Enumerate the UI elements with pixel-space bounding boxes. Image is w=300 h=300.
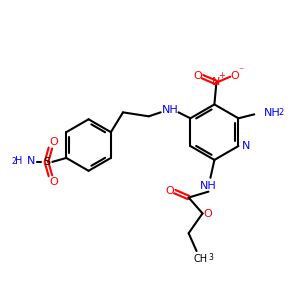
Text: NH: NH [200, 181, 217, 191]
Text: O: O [203, 209, 212, 219]
Text: CH: CH [194, 254, 208, 264]
Text: O: O [193, 71, 202, 81]
Text: S: S [43, 157, 50, 167]
Text: O: O [165, 186, 174, 196]
Text: N: N [27, 156, 35, 166]
Text: +: + [218, 71, 225, 80]
Text: 3: 3 [208, 253, 213, 262]
Text: 2: 2 [12, 157, 17, 166]
Text: N: N [212, 76, 220, 87]
Text: ⁻: ⁻ [238, 67, 244, 77]
Text: O: O [231, 71, 240, 81]
Text: NH: NH [162, 105, 179, 116]
Text: H: H [15, 156, 23, 166]
Text: N: N [242, 141, 250, 151]
Text: O: O [49, 177, 58, 187]
Text: NH: NH [264, 108, 281, 118]
Text: 2: 2 [278, 108, 283, 117]
Text: O: O [49, 137, 58, 147]
